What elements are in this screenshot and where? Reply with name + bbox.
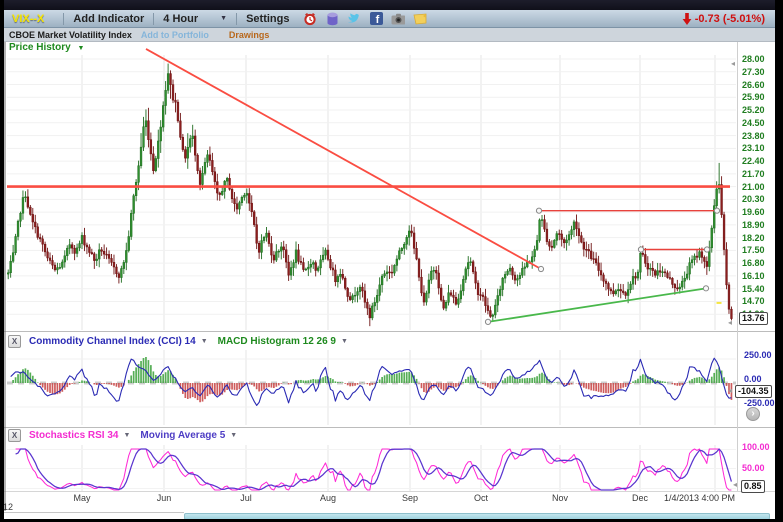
macd-indicator-dropdown[interactable]: MACD Histogram 12 26 9 <box>217 336 336 347</box>
price-axis-tick: 27.30 <box>742 66 765 77</box>
svg-text:f: f <box>376 14 380 25</box>
cci-indicator-dropdown[interactable]: Commodity Channel Index (CCI) 14 <box>29 336 196 347</box>
timeframe-selector[interactable]: 4 Hour <box>163 12 199 25</box>
price-axis-tick: 21.00 <box>742 181 765 192</box>
price-axis-tick: 17.50 <box>742 245 765 256</box>
time-axis-month: Nov <box>551 493 568 503</box>
sub-toolbar: CBOE Market Volatility Index Add to Port… <box>4 28 775 42</box>
window-titlebar <box>4 0 775 10</box>
price-axis-tick: 18.20 <box>742 232 765 243</box>
price-axis-tick: 15.40 <box>742 283 765 294</box>
stoch-value-badge: 0.85 <box>741 480 765 493</box>
add-to-portfolio-link[interactable]: Add to Portfolio <box>140 29 209 40</box>
camera-icon[interactable] <box>391 12 406 26</box>
down-arrow-icon <box>682 12 692 25</box>
symbol-label: VIX--X <box>12 12 45 25</box>
price-axis-tick: 14.70 <box>742 296 765 307</box>
close-cci-panel-button[interactable]: X <box>8 335 21 348</box>
price-axis-tick: 28.00 <box>742 54 765 64</box>
time-axis-month: Dec <box>631 493 648 503</box>
chart-canvas[interactable] <box>0 40 783 522</box>
divider <box>236 12 238 25</box>
drawings-link[interactable]: Drawings <box>228 29 270 40</box>
database-icon[interactable] <box>325 12 339 26</box>
axis-adjust-icon[interactable]: ◂ <box>728 318 733 327</box>
window-border <box>0 519 783 522</box>
price-axis-tick: 18.90 <box>742 219 765 230</box>
price-history-label: Price History <box>9 42 71 53</box>
facebook-icon[interactable]: f <box>369 12 383 26</box>
twitter-icon[interactable] <box>347 12 361 26</box>
notes-icon[interactable] <box>413 12 427 26</box>
price-axis-tick: 22.40 <box>742 156 765 167</box>
chevron-down-icon: ▼ <box>77 45 85 52</box>
alarm-icon[interactable] <box>303 12 317 26</box>
window-border <box>775 0 783 522</box>
stoch-panel-header: X Stochastics RSI 34 ▼ Moving Average 5 … <box>8 429 247 442</box>
cci-axis-tick: -250.00 <box>744 398 775 408</box>
price-change: -0.73 (-5.01%) <box>682 12 765 25</box>
main-toolbar: VIX--X Add Indicator 4 Hour ▼ Settings f <box>4 10 775 28</box>
time-axis-month: Oct <box>473 493 488 503</box>
time-axis-month: Jun <box>156 493 172 503</box>
time-axis-month: Aug <box>319 493 336 503</box>
stoch-axis-tick: 50.00 <box>742 463 765 473</box>
time-axis-month: Sep <box>401 493 418 503</box>
settings-button[interactable]: Settings <box>246 12 290 25</box>
divider <box>63 12 65 25</box>
chevron-down-icon[interactable]: ▼ <box>123 432 131 439</box>
price-axis-tick: 21.70 <box>742 168 765 179</box>
panel-expand-button[interactable]: › <box>746 407 760 421</box>
time-axis-month: May <box>73 493 91 503</box>
ma-indicator-dropdown[interactable]: Moving Average 5 <box>140 430 226 441</box>
stoch-axis-tick: 100.00 <box>742 442 770 452</box>
scrollbar-track[interactable] <box>4 512 184 521</box>
last-price-badge: 13.76 <box>739 312 768 325</box>
toolbar-icon-group: f <box>303 12 427 26</box>
chevron-down-icon[interactable]: ▼ <box>341 338 348 345</box>
divider <box>153 12 155 25</box>
price-axis-tick: 24.50 <box>742 117 765 128</box>
price-axis-tick: 19.60 <box>742 207 765 218</box>
price-axis-tick: 23.80 <box>742 130 765 141</box>
price-axis-tick: 25.20 <box>742 105 765 116</box>
close-stoch-panel-button[interactable]: X <box>8 429 21 442</box>
chevron-down-icon[interactable]: ▼ <box>220 15 228 22</box>
add-indicator-button[interactable]: Add Indicator <box>73 12 145 25</box>
cursor-timestamp: 1/4/2013 4:00 PM <box>664 493 736 503</box>
price-axis-tick: 16.80 <box>742 258 765 269</box>
price-axis-tick: 23.10 <box>742 143 765 154</box>
year-label: 12 <box>3 502 14 512</box>
window-border <box>0 0 4 522</box>
chevron-down-icon[interactable]: ▼ <box>200 338 208 345</box>
price-axis-tick: 25.90 <box>742 92 765 103</box>
axis-adjust-icon[interactable]: ◂ <box>733 480 738 489</box>
time-axis-month: Jul <box>240 493 252 503</box>
price-axis-tick: 20.30 <box>742 194 765 205</box>
price-axis-tick: 26.60 <box>742 79 765 90</box>
cci-axis-tick: 0.00 <box>744 374 762 384</box>
axis-adjust-icon[interactable]: ◂ <box>728 386 733 395</box>
chevron-down-icon[interactable]: ▼ <box>230 432 238 439</box>
cci-value-badge: -104.35 <box>735 385 772 398</box>
stoch-indicator-dropdown[interactable]: Stochastics RSI 34 <box>29 430 119 441</box>
cci-panel-header: X Commodity Channel Index (CCI) 14 ▼ MAC… <box>8 335 358 348</box>
axis-adjust-icon[interactable]: ◂ <box>731 59 736 68</box>
price-history-dropdown[interactable]: Price History ▼ <box>9 42 84 53</box>
cci-axis-tick: 250.00 <box>744 350 772 360</box>
price-change-text: -0.73 (-5.01%) <box>694 12 765 25</box>
price-axis-tick: 16.10 <box>742 270 765 281</box>
instrument-name: CBOE Market Volatility Index <box>9 29 132 40</box>
